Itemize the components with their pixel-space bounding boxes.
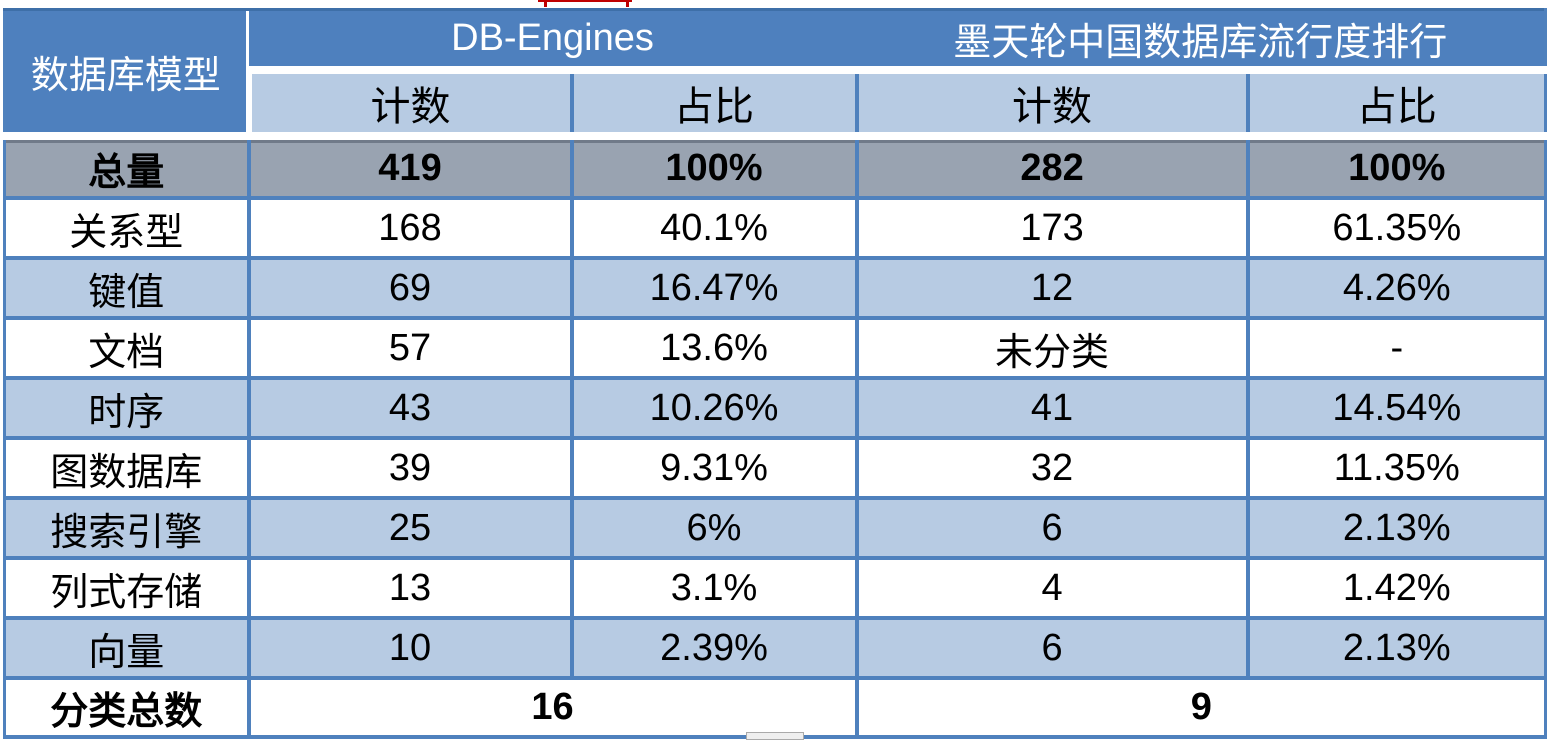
group-header-db-engines: DB-Engines (248, 9, 857, 70)
cell-dbengines-count: 10 (246, 616, 572, 678)
subheader-dbengines-count: 计数 (245, 66, 572, 136)
row-label: 键值 (4, 256, 249, 318)
cell-modb-share: 1.42% (1245, 556, 1546, 618)
cell-modb-share: 2.13% (1245, 616, 1546, 678)
scrollbar-stub-artifact (746, 732, 804, 740)
cell-dbengines-share: 16.47% (569, 256, 857, 318)
cell-dbengines-count: 13 (246, 556, 572, 618)
table-row: 键值 69 16.47% 12 4.26% (4, 256, 1546, 318)
table-row: 图数据库 39 9.31% 32 11.35% (4, 436, 1546, 498)
cell-modb-share: 61.35% (1245, 196, 1546, 258)
row-label: 总量 (4, 132, 249, 198)
row-label: 列式存储 (4, 556, 249, 618)
cell-modb-category-total: 9 (854, 676, 1546, 737)
subheader-dbengines-share: 占比 (569, 66, 857, 136)
table-row: 文档 57 13.6% 未分类 - (4, 316, 1546, 378)
cell-dbengines-category-total: 16 (246, 676, 857, 737)
cell-dbengines-share: 3.1% (569, 556, 857, 618)
cell-dbengines-share: 10.26% (569, 376, 857, 438)
cell-dbengines-count: 57 (246, 316, 572, 378)
subheader-modb-count: 计数 (854, 66, 1248, 136)
cell-modb-share: 4.26% (1245, 256, 1546, 318)
table-row: 向量 10 2.39% 6 2.13% (4, 616, 1546, 678)
red-tick-artifact (626, 0, 629, 7)
table-row-total: 总量 419 100% 282 100% (4, 132, 1546, 198)
cell-modb-count: 173 (854, 196, 1248, 258)
cell-dbengines-count: 39 (246, 436, 572, 498)
cell-dbengines-share: 40.1% (569, 196, 857, 258)
table-row: 时序 43 10.26% 41 14.54% (4, 376, 1546, 438)
cell-dbengines-count: 69 (246, 256, 572, 318)
cell-dbengines-share: 2.39% (569, 616, 857, 678)
row-label: 向量 (4, 616, 249, 678)
header-row-groups: 数据库模型 DB-Engines 墨天轮中国数据库流行度排行 (4, 9, 1546, 136)
row-label: 搜索引擎 (4, 496, 249, 558)
cell-dbengines-count: 419 (246, 132, 572, 198)
cell-dbengines-share: 6% (569, 496, 857, 558)
cell-modb-count: 4 (854, 556, 1248, 618)
red-underline-artifact (538, 0, 632, 2)
group-header-modb: 墨天轮中国数据库流行度排行 (856, 9, 1546, 70)
cell-dbengines-count: 25 (246, 496, 572, 558)
row-label: 时序 (4, 376, 249, 438)
row-label: 分类总数 (4, 676, 249, 737)
header-row-subheaders: 计数 占比 计数 占比 (5, 66, 1546, 136)
row-label: 文档 (4, 316, 249, 378)
table-row: 搜索引擎 25 6% 6 2.13% (4, 496, 1546, 558)
cell-modb-count: 未分类 (854, 316, 1248, 378)
cell-modb-count: 6 (854, 616, 1248, 678)
corner-header: 数据库模型 (4, 9, 249, 136)
subheader-modb-share: 占比 (1245, 66, 1546, 136)
cell-dbengines-share: 100% (569, 132, 857, 198)
cell-modb-share: 100% (1245, 132, 1546, 198)
table-row: 列式存储 13 3.1% 4 1.42% (4, 556, 1546, 618)
red-tick-artifact (544, 0, 547, 7)
cell-modb-count: 32 (854, 436, 1248, 498)
row-label: 图数据库 (4, 436, 249, 498)
cell-modb-share: 2.13% (1245, 496, 1546, 558)
cell-modb-count: 41 (854, 376, 1248, 438)
cell-modb-count: 12 (854, 256, 1248, 318)
cell-dbengines-share: 13.6% (569, 316, 857, 378)
row-label: 关系型 (4, 196, 249, 258)
cell-modb-count: 282 (854, 132, 1248, 198)
database-model-comparison-table: 数据库模型 DB-Engines 墨天轮中国数据库流行度排行 计数 占比 计数 … (3, 8, 1547, 739)
table-row: 关系型 168 40.1% 173 61.35% (4, 196, 1546, 258)
cell-dbengines-count: 168 (246, 196, 572, 258)
cell-dbengines-share: 9.31% (569, 436, 857, 498)
cell-modb-count: 6 (854, 496, 1248, 558)
table-row-category-total: 分类总数 16 9 (4, 676, 1546, 737)
cell-dbengines-count: 43 (246, 376, 572, 438)
cell-modb-share: 14.54% (1245, 376, 1546, 438)
cell-modb-share: 11.35% (1245, 436, 1546, 498)
cell-modb-share: - (1245, 316, 1546, 378)
